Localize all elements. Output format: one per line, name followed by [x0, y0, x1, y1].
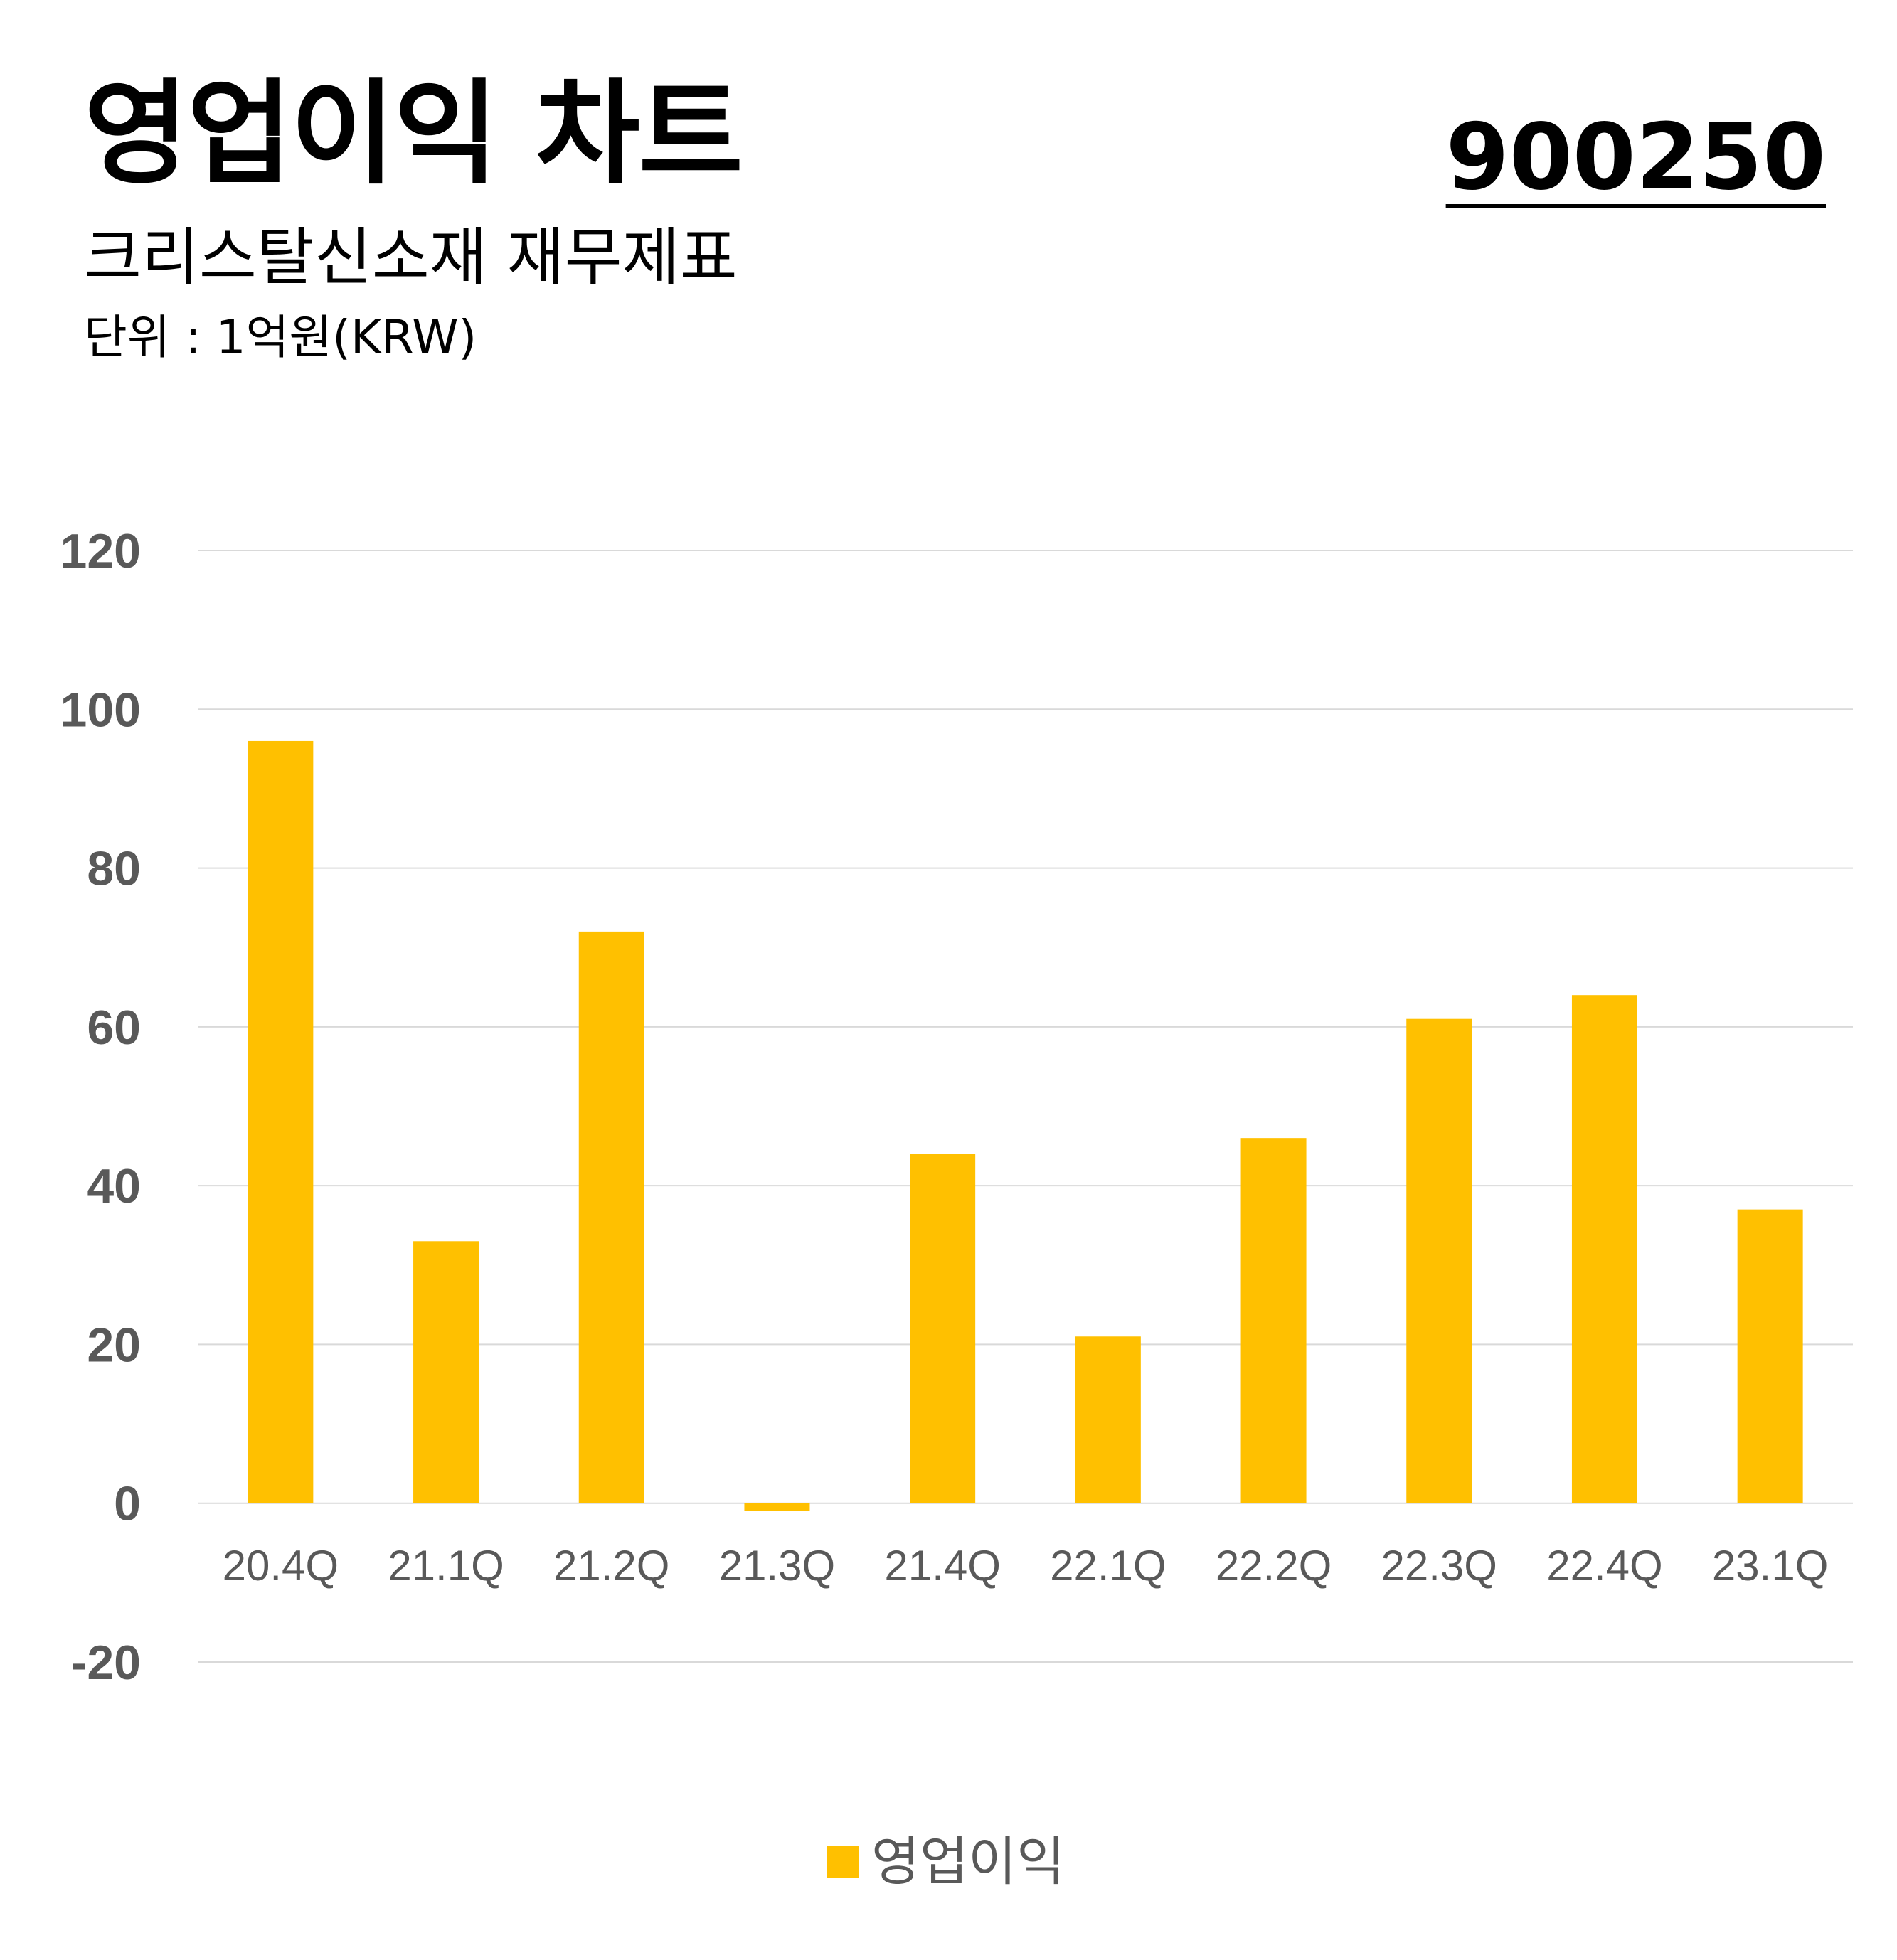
bars: [248, 740, 1803, 1511]
legend-swatch: [827, 1846, 859, 1878]
y-tick-label: 0: [114, 1477, 141, 1531]
y-tick-label: 100: [60, 683, 141, 737]
x-tick-label: 22.1Q: [1050, 1542, 1166, 1589]
chart-title: 영업이익 차트: [84, 67, 743, 200]
x-tick-label: 22.4Q: [1546, 1542, 1662, 1589]
x-tick-label: 21.1Q: [388, 1542, 504, 1589]
bar-22.4Q: [1571, 995, 1637, 1503]
bar-22.3Q: [1406, 1018, 1472, 1503]
bar-23.1Q: [1737, 1209, 1803, 1503]
y-tick-label: 60: [87, 1001, 141, 1055]
x-tick-label: 22.2Q: [1216, 1542, 1332, 1589]
y-tick-label: 120: [60, 524, 141, 578]
bar-21.1Q: [413, 1241, 479, 1503]
unit-label: 단위 : 1억원(KRW): [84, 310, 477, 365]
legend-label: 영업이익: [871, 1831, 1065, 1892]
chart-subtitle: 크리스탈신소재 재무제표: [84, 220, 738, 294]
x-tick-label: 21.2Q: [553, 1542, 669, 1589]
stock-code: 900250: [1445, 105, 1826, 211]
y-tick-label: -20: [71, 1636, 141, 1690]
y-tick-label: 80: [87, 842, 141, 896]
bar-21.4Q: [910, 1154, 976, 1503]
x-tick-label: 23.1Q: [1712, 1542, 1828, 1589]
bar-21.3Q: [744, 1503, 810, 1511]
x-tick-label: 22.3Q: [1381, 1542, 1497, 1589]
x-tick-label: 21.3Q: [719, 1542, 835, 1589]
bar-21.2Q: [578, 931, 644, 1503]
bar-22.1Q: [1075, 1336, 1141, 1503]
x-tick-label: 21.4Q: [884, 1542, 1000, 1589]
y-tick-label: 20: [87, 1318, 141, 1372]
bar-20.4Q: [248, 740, 314, 1503]
y-axis-ticks: -20 0 20 40 60 80 100 120: [60, 524, 141, 1690]
bar-22.2Q: [1240, 1138, 1307, 1503]
legend: 영업이익: [827, 1831, 1065, 1892]
y-tick-label: 40: [87, 1159, 141, 1213]
x-tick-label: 20.4Q: [223, 1542, 339, 1589]
x-axis-ticks: 20.4Q 21.1Q 21.2Q 21.3Q 21.4Q 22.1Q 22.2Q 22.3Q…: [223, 1542, 1829, 1589]
